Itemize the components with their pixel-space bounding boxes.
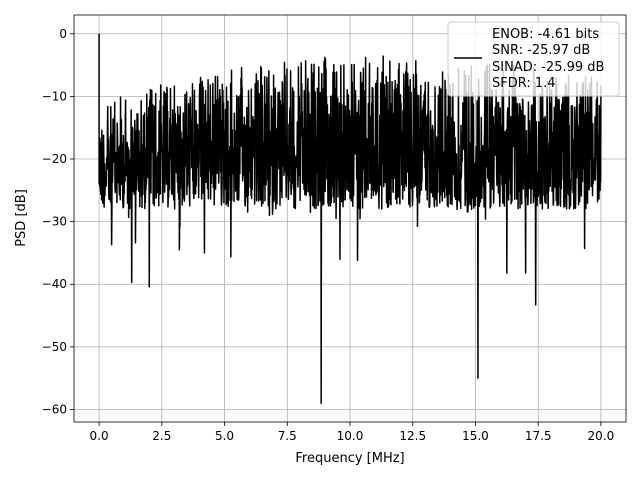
y-tick-label: −40 bbox=[42, 277, 67, 291]
legend-box bbox=[447, 21, 620, 97]
x-tick-label: 20.0 bbox=[588, 429, 615, 443]
legend-entry-snr: SNR: -25.97 dB bbox=[492, 43, 590, 58]
x-axis-label: Frequency [MHz] bbox=[295, 451, 404, 466]
x-tick-label: 17.5 bbox=[525, 429, 552, 443]
y-axis-label: PSD [dB] bbox=[14, 189, 29, 247]
y-axis-ticks: 0 −10 −20 −30 −40 −50 −60 bbox=[42, 27, 74, 416]
y-tick-label: −20 bbox=[42, 152, 67, 166]
y-tick-label: −50 bbox=[42, 340, 67, 354]
y-tick-label: −30 bbox=[42, 215, 67, 229]
legend-entry-enob: ENOB: -4.61 bits bbox=[492, 27, 599, 42]
legend-entry-sinad: SINAD: -25.99 dB bbox=[492, 60, 604, 75]
x-tick-label: 0.0 bbox=[90, 429, 109, 443]
psd-line bbox=[98, 33, 602, 404]
x-axis-ticks: 0.0 2.5 5.0 7.5 10.0 12.5 15.0 17.5 20.0 bbox=[90, 422, 615, 443]
y-tick-label: −60 bbox=[42, 402, 67, 416]
y-tick-label: 0 bbox=[59, 27, 67, 41]
x-tick-label: 10.0 bbox=[337, 429, 364, 443]
legend-entry-sfdr: SFDR: 1.4 bbox=[492, 76, 556, 91]
x-tick-label: 15.0 bbox=[462, 429, 489, 443]
x-tick-label: 2.5 bbox=[152, 429, 171, 443]
x-tick-label: 7.5 bbox=[278, 429, 297, 443]
legend: ENOB: -4.61 bits SNR: -25.97 dB SINAD: -… bbox=[447, 21, 620, 97]
y-tick-label: −10 bbox=[42, 89, 67, 103]
x-tick-label: 12.5 bbox=[399, 429, 426, 443]
x-tick-label: 5.0 bbox=[215, 429, 234, 443]
